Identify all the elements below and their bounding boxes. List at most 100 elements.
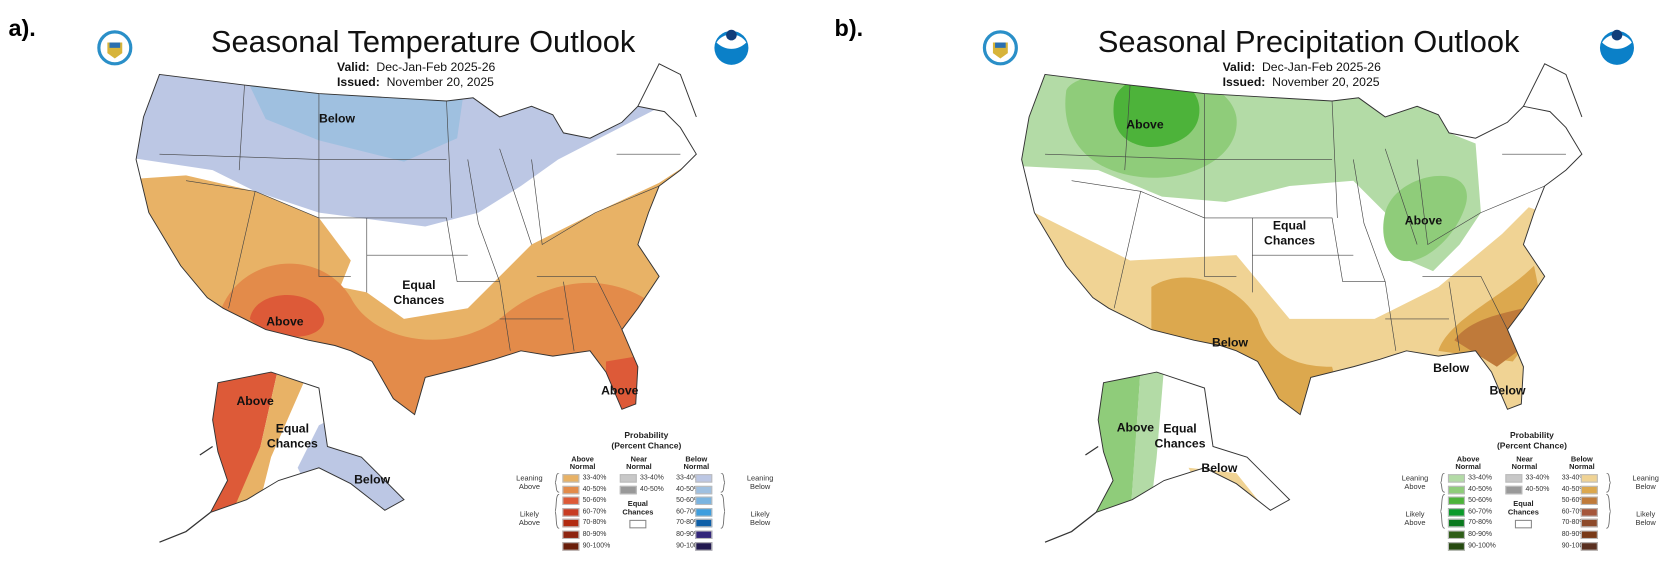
above-swatch	[562, 530, 580, 539]
us-outline	[135, 73, 697, 416]
legend-subheading: (Percent Chance)	[611, 441, 682, 451]
above-swatch	[1447, 507, 1465, 517]
below-swatch	[695, 474, 713, 483]
valid-label: Valid:	[1222, 61, 1256, 75]
below-swatch	[695, 507, 713, 517]
legend-brace	[1440, 473, 1445, 493]
legend-group-leaning_below: Leaning	[1632, 475, 1659, 483]
near-swatch	[1505, 474, 1523, 483]
below-swatch	[1580, 474, 1598, 483]
valid-label: Valid:	[337, 61, 370, 75]
ak-leaning-above-region	[1130, 372, 1165, 513]
above-range-label: 90-100%	[582, 541, 611, 550]
legend-equal-chances: Equal	[627, 500, 648, 509]
above-range-label: 33-40%	[582, 474, 607, 482]
legend-brace	[720, 493, 726, 529]
above-normal-50-60-region	[249, 295, 325, 337]
near-swatch	[619, 485, 637, 494]
issued-label: Issued:	[337, 76, 380, 90]
map-label-ak_se: Below	[354, 474, 391, 487]
legend-group-likely_below: Below	[1635, 519, 1656, 528]
legend-column-col_near: Near	[630, 456, 648, 464]
below-swatch	[695, 496, 713, 506]
above-swatch	[562, 474, 580, 483]
below-range-label: 90-100%	[1561, 541, 1590, 550]
map-label-ak_c2: Chances	[1154, 437, 1206, 451]
legend-column-col_above: Normal	[1455, 463, 1481, 471]
below-range-label: 80-90%	[676, 530, 700, 538]
legend-column-col_below: Normal	[683, 463, 710, 471]
legend-equal-chances: Chances	[622, 509, 654, 517]
legend-equal-chances: Chances	[1507, 509, 1539, 517]
se-below-50-60-region	[1454, 308, 1524, 367]
legend-subheading: (Percent Chance)	[1496, 441, 1567, 451]
legend-column-col_above: Above	[571, 456, 594, 464]
below-range-label: 50-60%	[1561, 496, 1586, 505]
legend-group-likely_below: Likely	[750, 511, 770, 519]
legend-group-leaning_above: Leaning	[1401, 475, 1429, 483]
above-range-label: 50-60%	[582, 496, 607, 505]
noaa-logo	[1599, 29, 1634, 65]
below-range-label: 90-100%	[676, 541, 704, 550]
map-label-ak_c2: Chances	[266, 437, 318, 451]
equal-chances-swatch	[1514, 519, 1532, 529]
noaa-logo	[714, 29, 749, 65]
above-range-label: 70-80%	[1468, 519, 1492, 527]
below-range-label: 60-70%	[1561, 507, 1586, 516]
legend-column-col_below: Below	[685, 456, 708, 464]
map-label-ak_w: Above	[1116, 422, 1155, 435]
above-range-label: 40-50%	[582, 485, 607, 493]
temperature-outlook-panel: a). Seasonal Temperature Outlook Valid: De…	[8, 14, 774, 551]
map-label-ak_w: Above	[236, 395, 274, 409]
map-label-center1: Equal	[402, 279, 436, 293]
legend-group-leaning_below: Leaning	[746, 475, 774, 483]
outlook-map	[982, 29, 1634, 543]
issued-value: November 20, 2025	[386, 76, 494, 90]
legend-group-leaning_above: Above	[1404, 483, 1426, 492]
issued-label: Issued:	[1222, 76, 1266, 90]
issued-line: Issued: November 20, 2025	[1223, 77, 1380, 90]
map-label-ak_c1: Equal	[275, 423, 309, 436]
above-swatch	[562, 485, 580, 494]
map-label-ak_s: Below	[1201, 462, 1238, 476]
outlook-map	[97, 29, 749, 543]
valid-line: Valid: Dec-Jan-Feb 2025-26	[1223, 62, 1381, 75]
alaska-outline	[209, 371, 405, 514]
panel-label: a).	[8, 14, 36, 42]
map-label-ohio: Above	[1404, 214, 1443, 228]
legend-equal-chances: Equal	[1513, 500, 1534, 509]
above-range-label: 33-40%	[1468, 474, 1492, 482]
legend-group-likely_above: Likely	[1405, 511, 1425, 519]
legend-column-col_below: Normal	[1569, 463, 1595, 471]
map-title: Seasonal Temperature Outlook	[210, 25, 636, 60]
below-swatch	[1580, 485, 1598, 494]
map-label-fl: Above	[601, 384, 639, 398]
legend-brace	[554, 473, 560, 493]
map-title: Seasonal Precipitation Outlook	[1097, 25, 1520, 60]
ohio-above-40-50-region	[1383, 175, 1467, 262]
ak-leaning-above-region	[228, 372, 309, 513]
legend-group-likely_above: Above	[518, 519, 540, 528]
commerce-seal-logo	[982, 30, 1018, 66]
near-range-label: 33-40%	[639, 474, 664, 482]
legend-heading: Probability	[624, 430, 669, 441]
above-swatch	[1447, 474, 1465, 483]
above-range-label: 80-90%	[582, 530, 607, 538]
above-swatch	[562, 507, 580, 517]
below-range-label: 60-70%	[676, 507, 700, 516]
map-label-center2: Chances	[393, 294, 445, 308]
above-swatch	[562, 496, 580, 506]
panel-label: b).	[834, 14, 864, 42]
legend-column-col_near: Normal	[626, 463, 652, 471]
map-label-north: Above	[1126, 119, 1164, 132]
legend-brace	[554, 493, 560, 529]
below-swatch	[695, 541, 713, 551]
legend-column-col_below: Below	[1570, 456, 1593, 464]
near-swatch	[1505, 485, 1523, 494]
legend-brace	[720, 473, 726, 493]
above-range-label: 90-100%	[1468, 541, 1496, 550]
near-swatch	[619, 474, 637, 483]
us-outline	[1021, 73, 1583, 416]
below-range-label: 33-40%	[676, 474, 700, 482]
legend-column-col_above: Normal	[569, 463, 596, 471]
